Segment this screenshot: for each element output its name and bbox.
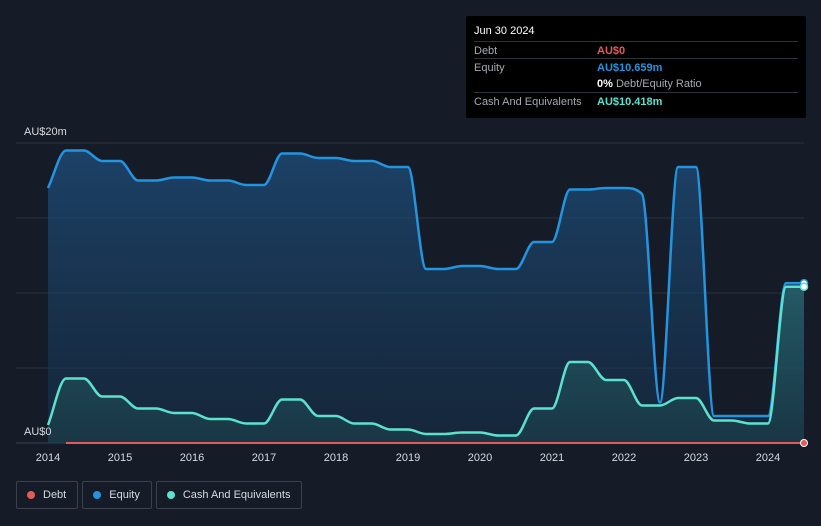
legend-item-debt[interactable]: Debt [16,481,79,509]
cash-end-point [799,282,809,291]
tooltip-date: Jun 30 2024 [474,25,535,37]
chart-legend: Debt Equity Cash And Equivalents [16,481,303,509]
tooltip-row-cash: Cash And Equivalents AU$10.418m [474,92,798,110]
legend-dot-cash [166,491,175,499]
tooltip-ratio: 0% Debt/Equity Ratio [597,78,702,90]
x-tick-label: 2024 [756,452,780,464]
x-tick-label: 2014 [36,452,60,464]
tooltip-row-debt: Debt AU$0 [474,41,798,59]
cash-line [46,285,804,437]
legend-label-debt: Debt [43,489,67,501]
tooltip-debt-label: Debt [474,45,498,57]
y-tick-label: AU$20m [24,126,67,138]
x-tick-label: 2021 [540,452,564,464]
tooltip-debt-value: AU$0 [597,45,626,57]
series-layer [46,149,809,447]
debt-equity-chart: AU$20m AU$0 2014 2015 2016 2017 2018 2019 2020 20… [16,126,809,464]
debt-end-point [800,439,808,447]
axis-layer: AU$20m AU$0 2014 2015 2016 2017 2018 2019 2020 20… [24,126,780,464]
legend-label-cash: Cash And Equivalents [182,489,291,501]
tooltip-equity-value: AU$10.659m [597,62,663,74]
tooltip-ratio-pct: 0% [597,78,613,90]
legend-item-cash[interactable]: Cash And Equivalents [155,481,303,509]
x-tick-label: 2022 [612,452,636,464]
x-tick-label: 2015 [108,452,132,464]
x-tick-label: 2018 [324,452,348,464]
equity-line [46,149,804,418]
tooltip-cash-label: Cash And Equivalents [474,96,582,108]
tooltip-row-ratio: 0% Debt/Equity Ratio [474,75,798,92]
tooltip-cash-value: AU$10.418m [597,96,663,108]
legend-item-equity[interactable]: Equity [82,481,152,509]
cash-area [48,286,804,443]
tooltip-equity-label: Equity [474,62,505,74]
equity-area [48,150,804,443]
x-tick-label: 2023 [684,452,708,464]
tooltip-panel: Jun 30 2024 Debt AU$0 Equity AU$10.659m … [466,16,806,118]
y-tick-label: AU$0 [24,426,52,438]
legend-dot-debt [27,491,35,499]
tooltip-row-equity: Equity AU$10.659m [474,58,798,76]
x-tick-label: 2017 [252,452,276,464]
tooltip-ratio-label: Debt/Equity Ratio [615,78,702,90]
legend-dot-equity [93,491,102,499]
x-tick-label: 2020 [468,452,492,464]
legend-label-equity: Equity [109,489,140,501]
x-tick-label: 2019 [396,452,420,464]
x-tick-label: 2016 [180,452,204,464]
